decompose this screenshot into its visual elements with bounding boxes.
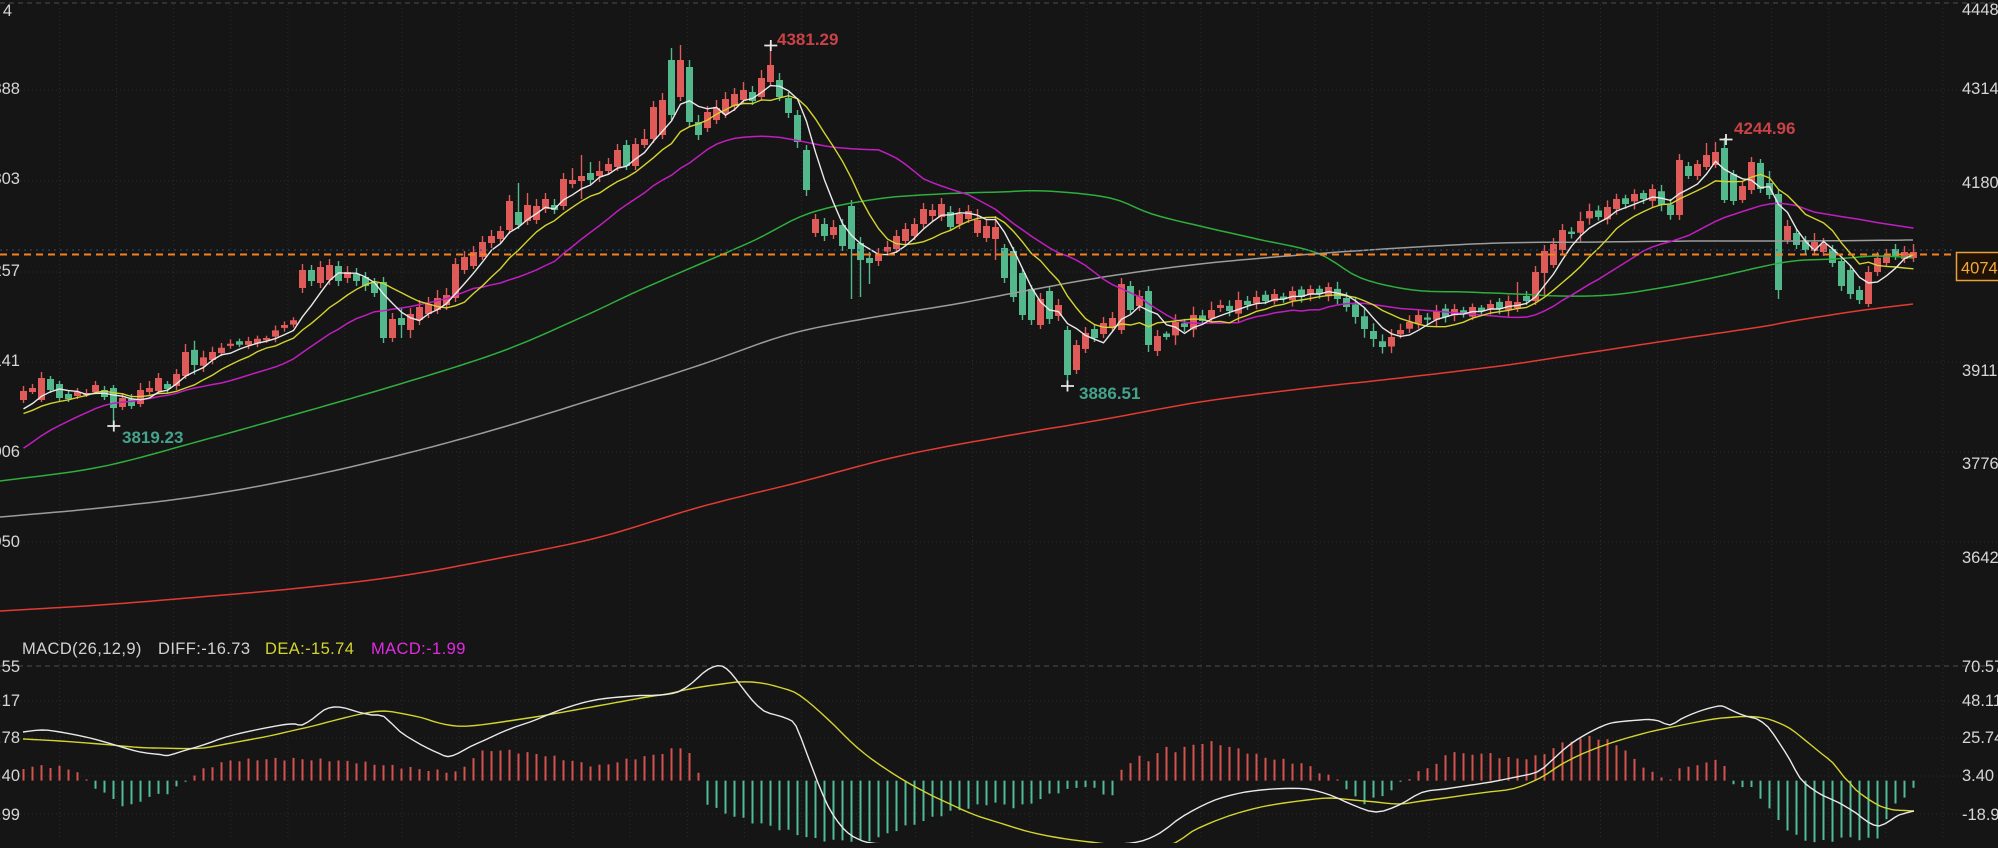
svg-text:MACD(26,12,9): MACD(26,12,9) bbox=[22, 640, 142, 658]
svg-text:70.57: 70.57 bbox=[1962, 658, 1998, 676]
svg-text:-18.97: -18.97 bbox=[1962, 806, 1998, 824]
svg-text:4303: 4303 bbox=[0, 170, 20, 188]
svg-text:65.55: 65.55 bbox=[0, 658, 20, 676]
svg-text:4074.8: 4074.8 bbox=[1961, 260, 1998, 278]
svg-text:20.78: 20.78 bbox=[0, 729, 20, 747]
svg-text:4257: 4257 bbox=[0, 262, 20, 280]
svg-text:DEA:-15.74: DEA:-15.74 bbox=[265, 640, 354, 658]
svg-text:4314: 4314 bbox=[1962, 80, 1998, 98]
svg-text:3886.51: 3886.51 bbox=[1079, 384, 1140, 403]
svg-text:4244.96: 4244.96 bbox=[1734, 119, 1795, 138]
svg-text:3776: 3776 bbox=[1962, 455, 1998, 473]
svg-text:4180: 4180 bbox=[1962, 174, 1998, 192]
svg-text:DIFF:-16.73: DIFF:-16.73 bbox=[158, 640, 250, 658]
svg-text:4006: 4006 bbox=[0, 443, 20, 461]
svg-text:3819.23: 3819.23 bbox=[122, 428, 183, 447]
svg-text:3950: 3950 bbox=[0, 533, 20, 551]
svg-text:4388: 4388 bbox=[0, 80, 20, 98]
svg-text:4: 4 bbox=[3, 2, 12, 20]
svg-text:3642: 3642 bbox=[1962, 549, 1998, 567]
svg-text:48.11: 48.11 bbox=[1962, 692, 1998, 710]
svg-text:-1.40: -1.40 bbox=[0, 767, 20, 785]
svg-text:43.17: 43.17 bbox=[0, 692, 20, 710]
svg-text:4381.29: 4381.29 bbox=[777, 30, 838, 49]
svg-text:MACD:-1.99: MACD:-1.99 bbox=[371, 640, 466, 658]
svg-text:3911: 3911 bbox=[1962, 362, 1997, 380]
svg-text:25.74: 25.74 bbox=[1962, 729, 1998, 747]
svg-text:-23.99: -23.99 bbox=[0, 806, 20, 824]
svg-text:4448: 4448 bbox=[1962, 1, 1998, 19]
svg-text:3.40: 3.40 bbox=[1962, 767, 1994, 785]
svg-text:4141: 4141 bbox=[0, 352, 20, 370]
